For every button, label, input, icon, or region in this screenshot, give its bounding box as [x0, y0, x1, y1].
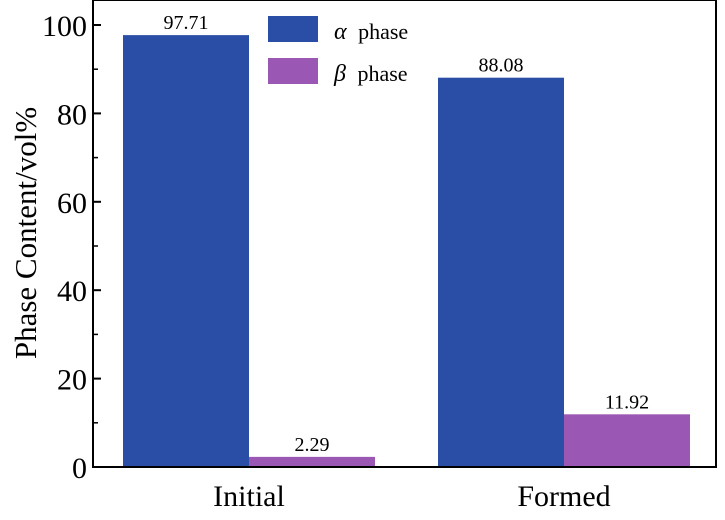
y-tick-label: 0 — [72, 452, 87, 485]
bar-alpha-initial — [123, 35, 249, 468]
legend-text-beta: phase — [357, 61, 407, 86]
y-tick-label: 40 — [57, 275, 87, 308]
value-label-alpha-formed: 88.08 — [479, 55, 524, 77]
x-tick-labels: Initial Formed — [213, 480, 610, 513]
legend-symbol-beta: β — [333, 61, 346, 87]
legend-symbol-alpha: α — [334, 19, 347, 45]
legend-text-alpha: phase — [358, 19, 408, 44]
value-label-beta-formed: 11.92 — [605, 391, 649, 413]
legend-label-beta: β phase — [333, 61, 408, 87]
bars-group — [123, 35, 690, 468]
legend-swatch-beta — [268, 58, 318, 84]
value-label-alpha-initial: 97.71 — [164, 12, 209, 34]
legend: α phase β phase — [268, 16, 408, 87]
value-label-beta-initial: 2.29 — [295, 434, 330, 456]
bar-beta-formed — [564, 414, 690, 467]
value-labels-group: 97.71 88.08 2.29 11.92 — [164, 12, 650, 456]
bar-alpha-formed — [438, 77, 564, 467]
y-axis-label: Phase Content/vol% — [8, 107, 43, 359]
y-tick-label: 80 — [57, 98, 87, 131]
legend-label-alpha: α phase — [334, 19, 408, 45]
y-tick-label: 60 — [57, 187, 87, 220]
y-tick-label: 20 — [57, 364, 87, 397]
plot-frame — [92, 0, 717, 468]
x-tick-label-formed: Formed — [517, 480, 610, 513]
bar-beta-initial — [249, 456, 375, 467]
legend-swatch-alpha — [268, 16, 318, 42]
y-tick-label: 100 — [42, 10, 87, 43]
y-tick-labels: 0 20 40 60 80 100 — [42, 10, 87, 485]
x-tick-label-initial: Initial — [213, 480, 285, 513]
